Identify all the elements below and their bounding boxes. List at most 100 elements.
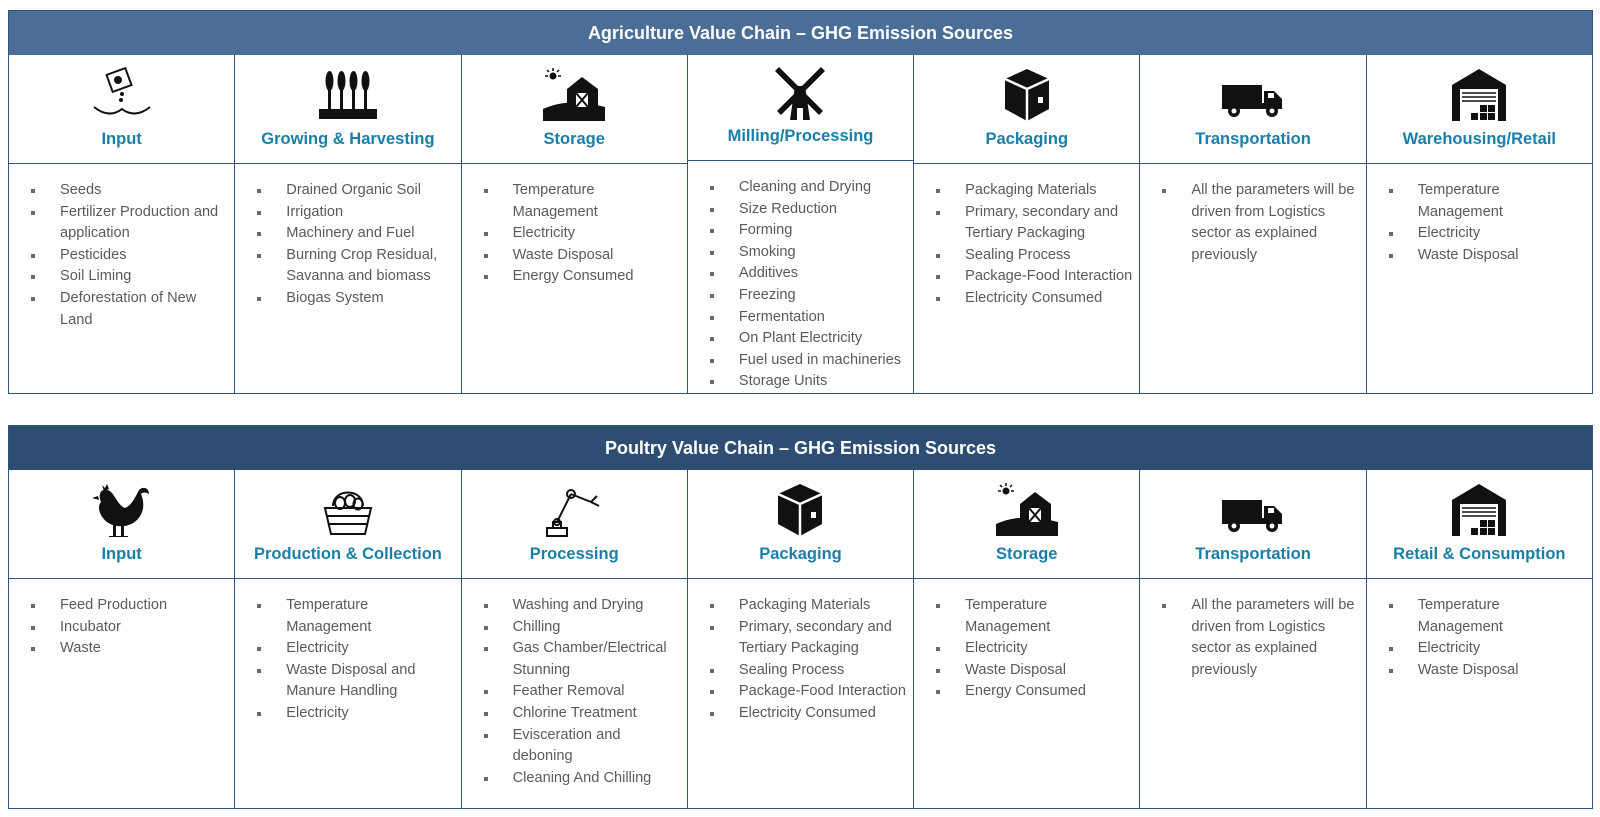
emission-source-item: Energy Consumed [482,266,681,288]
emission-source-item: Deforestation of New Land [29,288,228,331]
emission-source-item: Gas Chamber/Electrical Stunning [482,638,681,681]
emission-source-item: Irrigation [255,202,454,224]
emission-source-item: Waste Disposal and Manure Handling [255,660,454,703]
fertilizer-bag-icon [87,66,157,124]
stage-header: Storage [461,55,687,164]
stage-title: Processing [529,545,619,563]
emission-source-item: Biogas System [255,288,454,310]
robot-arm-icon [539,481,609,539]
stage-column: Storage Temperature Management Electricity… [461,55,688,393]
stage-title: Packaging [985,130,1069,148]
emission-source-item: Waste Disposal [1387,660,1586,682]
emission-source-item: Electricity [255,703,454,725]
emission-source-item: Freezing [708,285,907,307]
emission-source-item: Sealing Process [708,660,907,682]
stage-header: Processing [461,470,687,579]
emission-source-item: Waste Disposal [482,245,681,267]
stage-title: Warehousing/Retail [1402,130,1557,148]
emission-source-item: Temperature Management [1387,595,1586,638]
stage-column: Packaging Packaging Materials Primary, sec… [687,470,915,808]
stage-title: Input [101,130,142,148]
stage-title: Production & Collection [253,545,442,563]
emission-source-item: Burning Crop Residual, Savanna and bioma… [255,245,454,288]
emission-source-item: Energy Consumed [934,681,1133,703]
emission-source-item: Chlorine Treatment [482,703,681,725]
stage-column: Growing & Harvesting Drained Organic Soil… [235,55,462,393]
wheat-crop-icon [313,66,383,124]
emission-source-list: All the parameters will be driven from L… [1140,579,1365,681]
emission-source-item: Seeds [29,180,228,202]
warehouse-icon [1444,481,1514,539]
stage-header: Retail & Consumption [1366,470,1592,579]
stage-columns: Input Seeds Fertilizer Production and appl… [9,55,1592,393]
emission-source-item: Package-Food Interaction [708,681,907,703]
emission-source-item: Electricity [934,638,1133,660]
emission-source-list: Washing and Drying Chilling Gas Chamber/El… [462,579,687,789]
emission-source-list: Cleaning and Drying Size Reduction Forming… [688,161,913,393]
emission-source-item: All the parameters will be driven from L… [1160,180,1359,266]
emission-source-item: Electricity [482,223,681,245]
stage-title: Retail & Consumption [1393,545,1566,563]
egg-basket-icon [313,481,383,539]
section-title: Agriculture Value Chain – GHG Emission S… [9,11,1592,55]
stage-title: Input [101,545,142,563]
stage-header: Milling/Processing [687,55,914,162]
emission-source-item: Primary, secondary and Tertiary Packagin… [708,617,907,660]
emission-source-item: Incubator [29,617,228,639]
emission-source-list: Temperature Management Electricity Waste D… [914,579,1139,703]
stage-column: Packaging Packaging Materials Primary, sec… [914,55,1141,393]
stage-column: Input Seeds Fertilizer Production and appl… [9,55,236,393]
stage-column: Processing Washing and Drying Chilling Gas … [461,470,688,808]
emission-source-item: Electricity [255,638,454,660]
emission-source-item: Cleaning And Chilling [482,768,681,790]
box-icon [765,481,835,539]
emission-source-item: Soil Liming [29,266,228,288]
stage-header: Warehousing/Retail [1366,55,1592,164]
emission-source-item: Fertilizer Production and application [29,202,228,245]
emission-source-item: Chilling [482,617,681,639]
agriculture-value-chain: Agriculture Value Chain – GHG Emission S… [8,10,1593,394]
stage-title: Storage [543,130,605,148]
emission-source-item: Temperature Management [255,595,454,638]
stage-columns: Input Feed Production Incubator Waste Produc… [9,470,1592,808]
emission-source-item: Electricity Consumed [708,703,907,725]
emission-source-item: Additives [708,263,907,285]
box-icon [992,66,1062,124]
stage-title: Growing & Harvesting [261,130,435,148]
stage-column: Milling/Processing Cleaning and Drying Siz… [687,55,915,393]
stage-header: Packaging [687,470,914,579]
stage-title: Transportation [1195,545,1311,563]
emission-source-item: On Plant Electricity [708,328,907,350]
emission-source-list: Temperature Management Electricity Waste D… [235,579,460,725]
emission-source-item: Waste Disposal [934,660,1133,682]
emission-source-list: Drained Organic Soil Irrigation Machinery … [235,164,460,310]
emission-source-item: Packaging Materials [708,595,907,617]
emission-source-list: Seeds Fertilizer Production and applicati… [9,164,234,331]
emission-source-item: Primary, secondary and Tertiary Packagin… [934,202,1133,245]
emission-source-item: Waste [29,638,228,660]
emission-source-item: Temperature Management [482,180,681,223]
emission-source-list: Temperature Management Electricity Waste D… [1367,164,1592,266]
emission-source-item: Drained Organic Soil [255,180,454,202]
stage-header: Storage [914,470,1140,579]
emission-source-item: All the parameters will be driven from L… [1160,595,1359,681]
emission-source-item: Package-Food Interaction [934,266,1133,288]
emission-source-item: Waste Disposal [1387,245,1586,267]
emission-source-item: Smoking [708,242,907,264]
emission-source-item: Evisceration and deboning [482,725,681,768]
emission-source-item: Forming [708,220,907,242]
stage-column: Warehousing/Retail Temperature Management… [1366,55,1592,393]
emission-source-list: Temperature Management Electricity Waste D… [1367,579,1592,681]
emission-source-list: Temperature Management Electricity Waste D… [462,164,687,288]
stage-header: Packaging [914,55,1140,164]
emission-source-list: Feed Production Incubator Waste [9,579,234,660]
stage-title: Packaging [759,545,842,563]
emission-source-item: Electricity [1387,223,1586,245]
emission-source-item: Size Reduction [708,199,907,221]
stage-header: Input [9,55,235,164]
barn-icon [539,66,609,124]
emission-source-item: Packaging Materials [934,180,1133,202]
stage-title: Transportation [1195,130,1311,148]
emission-source-item: Sealing Process [934,245,1133,267]
emission-source-item: Washing and Drying [482,595,681,617]
